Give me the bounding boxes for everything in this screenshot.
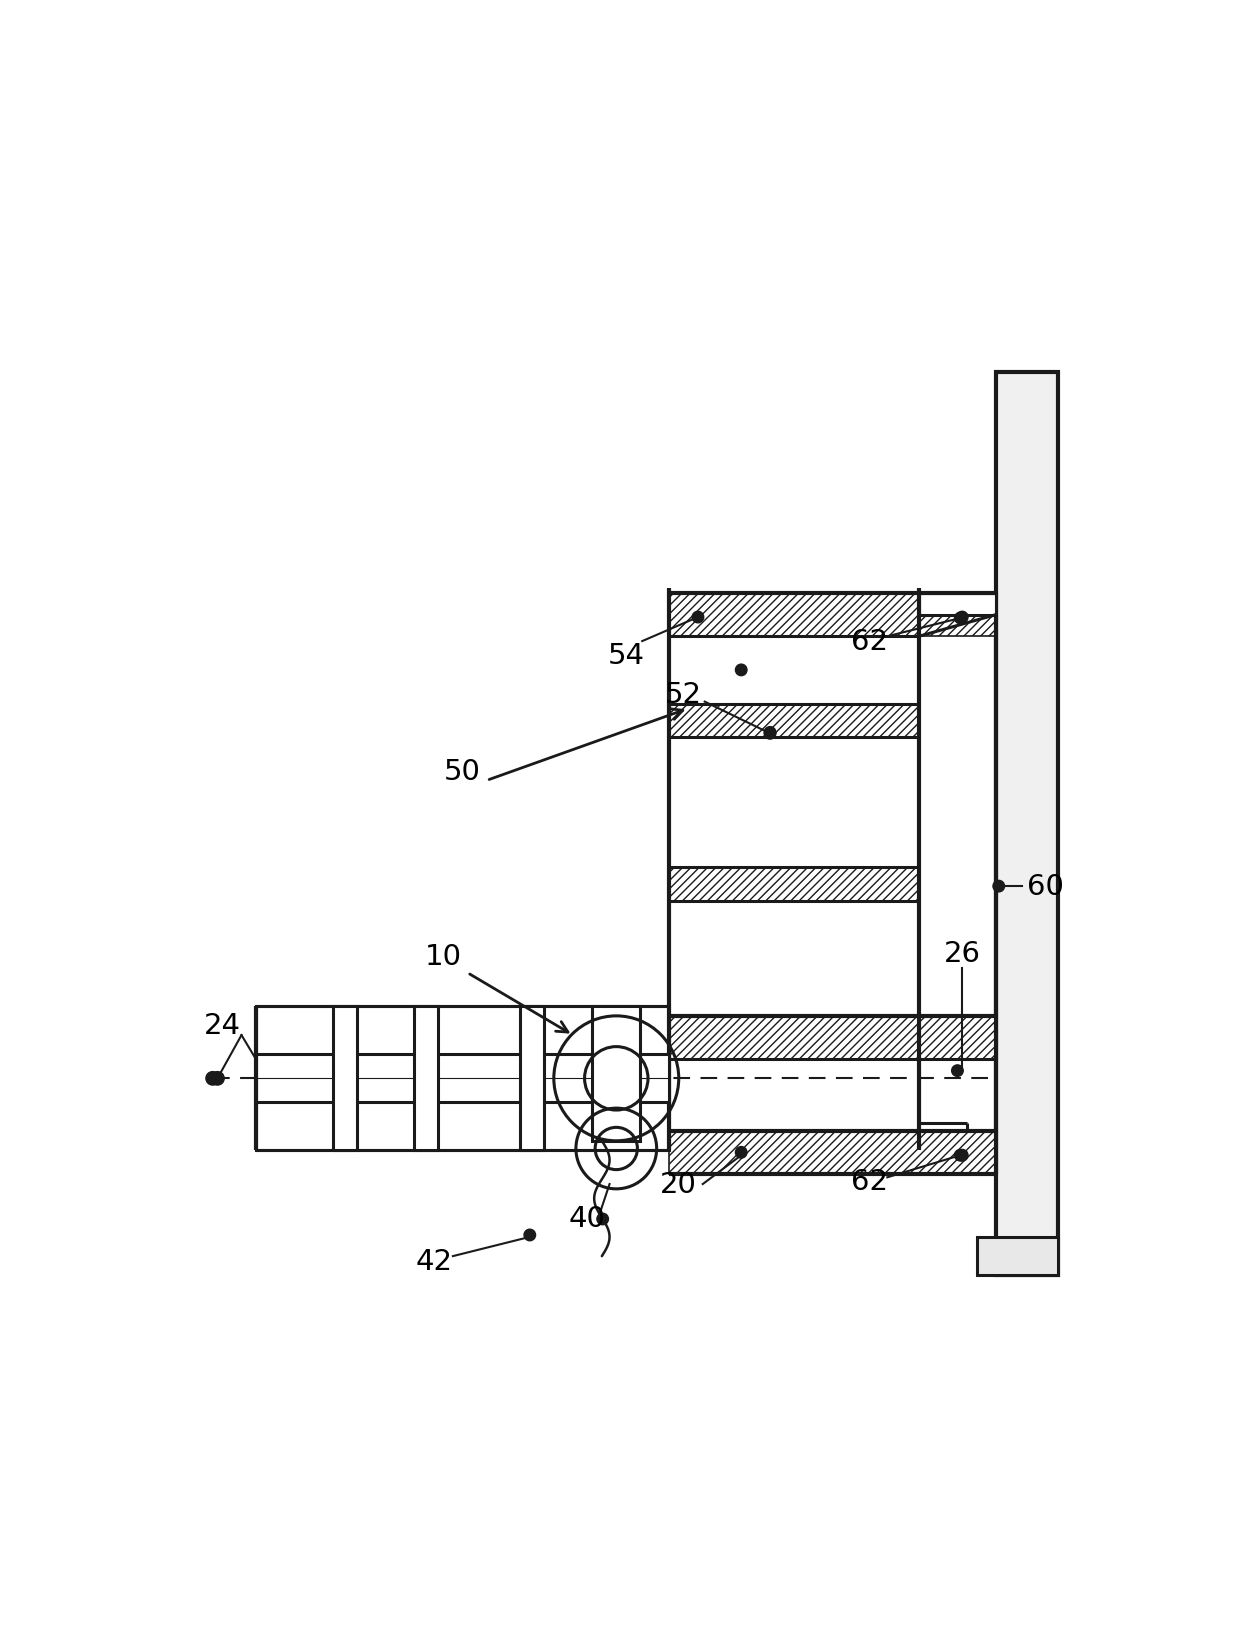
Circle shape (211, 1072, 224, 1085)
Bar (670, 1017, 996, 1059)
Text: 62: 62 (851, 628, 888, 656)
Text: 10: 10 (425, 943, 461, 971)
Circle shape (956, 612, 968, 623)
Text: 40: 40 (569, 1204, 606, 1232)
Bar (670, 1131, 996, 1175)
Circle shape (955, 614, 966, 625)
Text: 52: 52 (665, 681, 702, 708)
Circle shape (951, 1066, 963, 1077)
Bar (255, 1054, 670, 1103)
Circle shape (735, 664, 746, 676)
Bar (332, 1007, 357, 1151)
Circle shape (735, 1147, 746, 1159)
Bar (670, 594, 996, 636)
Text: 62: 62 (851, 1167, 888, 1195)
Bar (996, 372, 1058, 1276)
Bar (255, 1007, 670, 1151)
Circle shape (525, 1229, 536, 1240)
Bar (414, 1007, 439, 1151)
Bar (670, 867, 919, 901)
Bar (670, 703, 919, 738)
Circle shape (764, 728, 776, 739)
Circle shape (206, 1072, 219, 1085)
Text: 50: 50 (444, 757, 481, 785)
Bar (521, 1007, 544, 1151)
Circle shape (993, 881, 1004, 893)
Circle shape (764, 728, 776, 739)
Bar (977, 1237, 1058, 1276)
Text: 42: 42 (415, 1247, 453, 1275)
Text: 54: 54 (608, 641, 645, 671)
Text: 26: 26 (944, 940, 981, 968)
Circle shape (955, 1149, 966, 1162)
Bar (593, 1007, 640, 1141)
Circle shape (692, 612, 704, 623)
Circle shape (956, 1149, 968, 1162)
Circle shape (596, 1214, 609, 1226)
Text: 24: 24 (203, 1012, 241, 1040)
Bar (919, 594, 996, 615)
Text: 60: 60 (1027, 873, 1064, 901)
Bar (670, 594, 919, 1151)
Text: 20: 20 (661, 1170, 697, 1198)
